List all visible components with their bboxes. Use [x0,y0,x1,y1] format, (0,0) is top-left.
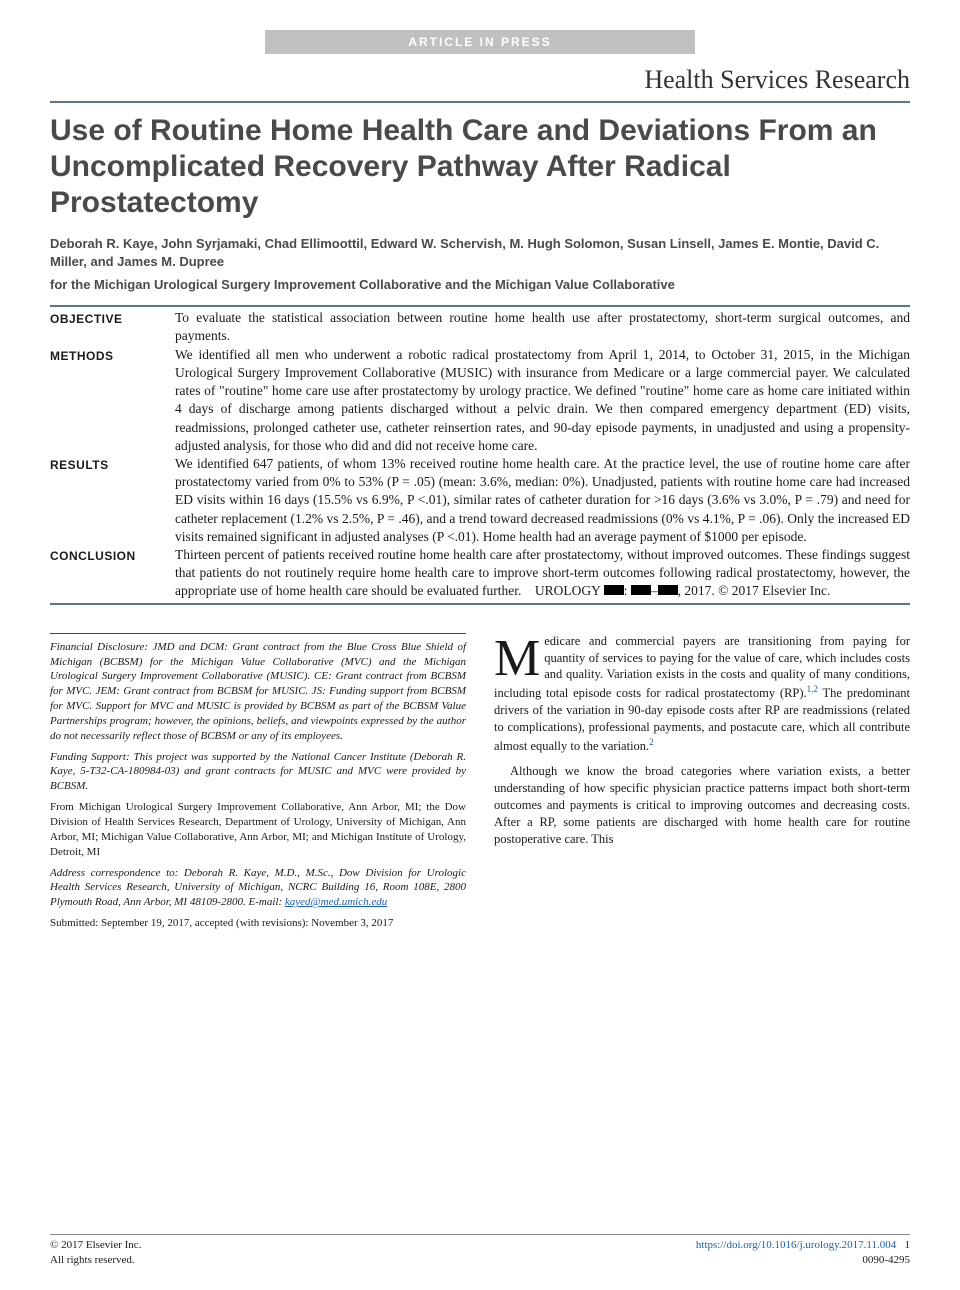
abstract-conclusion: CONCLUSION Thirteen percent of patients … [50,546,910,601]
submission-dates: Submitted: September 19, 2017, accepted … [50,916,466,931]
doi-link[interactable]: https://doi.org/10.1016/j.urology.2017.1… [696,1239,896,1251]
redacted-block [614,585,624,595]
footer-left: © 2017 Elsevier Inc. All rights reserved… [50,1238,141,1268]
abstract-text: Thirteen percent of patients received ro… [175,546,910,601]
body-paragraph-2: Although we know the broad categories wh… [494,763,910,847]
right-column: Medicare and commercial payers are trans… [494,633,910,937]
rights: All rights reserved. [50,1253,141,1268]
redacted-block [631,585,641,595]
abstract-label: OBJECTIVE [50,309,175,327]
article-title: Use of Routine Home Health Care and Devi… [50,113,910,221]
dropcap: M [494,633,544,681]
redacted-block [641,585,651,595]
abstract-text: We identified 647 patients, of whom 13% … [175,455,910,546]
ref-superscript[interactable]: 2 [649,737,654,747]
abstract-text: To evaluate the statistical association … [175,309,910,345]
rule [50,603,910,605]
page-number: 1 [905,1239,911,1251]
body-paragraph-1: Medicare and commercial payers are trans… [494,633,910,755]
author-affiliation: for the Michigan Urological Surgery Impr… [50,276,910,294]
rule [50,305,910,307]
funding-label: Funding Support: [50,751,130,763]
abstract-objective: OBJECTIVE To evaluate the statistical as… [50,309,910,345]
section-header: Health Services Research [50,62,910,103]
abstract-block: OBJECTIVE To evaluate the statistical as… [50,305,910,605]
corr-label: Address correspondence to: [50,867,178,879]
funding-support: Funding Support: This project was suppor… [50,750,466,795]
conclusion-post: , 2017. © 2017 Elsevier Inc. [678,583,831,598]
redacted-block [668,585,678,595]
redacted-block [658,585,668,595]
from-affiliations: From Michigan Urological Surgery Improve… [50,800,466,859]
ref-superscript[interactable]: 1,2 [807,684,818,694]
page-footer: © 2017 Elsevier Inc. All rights reserved… [50,1234,910,1268]
disclosure-label: Financial Disclosure: [50,641,148,653]
two-column-body: Financial Disclosure: JMD and DCM: Grant… [50,633,910,937]
abstract-methods: METHODS We identified all men who underw… [50,346,910,455]
left-column: Financial Disclosure: JMD and DCM: Grant… [50,633,466,937]
issn: 0090-4295 [696,1253,910,1268]
corr-email-link[interactable]: kayed@med.umich.edu [285,896,387,908]
correspondence: Address correspondence to: Deborah R. Ka… [50,866,466,911]
article-in-press-banner: ARTICLE IN PRESS [265,30,695,54]
disclosure-text: JMD and DCM: Grant contract from the Blu… [50,641,466,742]
abstract-label: RESULTS [50,455,175,473]
financial-disclosure: Financial Disclosure: JMD and DCM: Grant… [50,640,466,744]
abstract-text: We identified all men who underwent a ro… [175,346,910,455]
copyright: © 2017 Elsevier Inc. [50,1238,141,1253]
author-list: Deborah R. Kaye, John Syrjamaki, Chad El… [50,235,910,271]
abstract-label: METHODS [50,346,175,364]
redacted-block [604,585,614,595]
abstract-results: RESULTS We identified 647 patients, of w… [50,455,910,546]
abstract-label: CONCLUSION [50,546,175,564]
footer-right: https://doi.org/10.1016/j.urology.2017.1… [696,1238,910,1268]
